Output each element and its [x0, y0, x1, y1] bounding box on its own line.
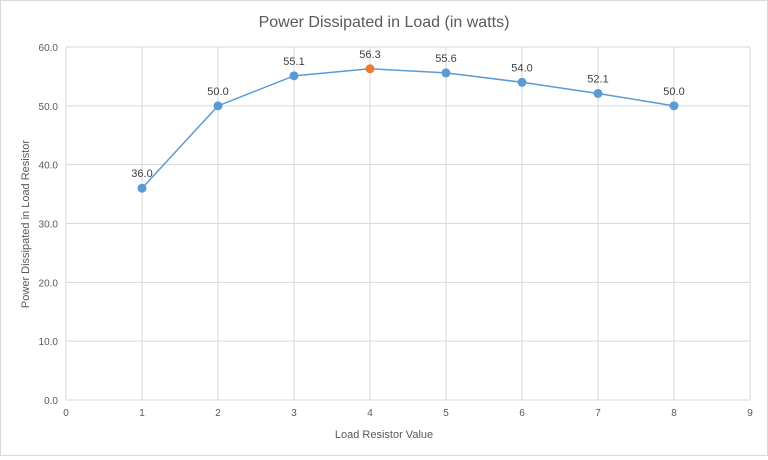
y-tick-label: 50.0: [39, 102, 59, 113]
data-point: [517, 77, 527, 87]
x-tick-label: 3: [291, 408, 297, 419]
data-point: [669, 101, 679, 111]
x-tick-label: 5: [443, 408, 449, 419]
x-axis-label: Load Resistor Value: [335, 429, 433, 441]
data-label: 56.3: [359, 49, 380, 61]
series-line: [141, 68, 675, 189]
data-point: [441, 68, 451, 78]
y-tick-label: 60.0: [39, 43, 59, 54]
y-tick-label: 0.0: [44, 396, 58, 407]
y-tick-label: 20.0: [39, 278, 59, 289]
x-tick-label: 4: [367, 408, 373, 419]
y-axis-label: Power Dissipated in Load Resistor: [20, 140, 32, 308]
data-point: [365, 64, 375, 74]
data-label: 55.1: [283, 56, 304, 68]
x-tick-label: 2: [215, 408, 221, 419]
data-point: [593, 88, 603, 98]
y-tick-label: 40.0: [39, 161, 59, 172]
data-point: [137, 183, 147, 193]
data-label: 55.6: [435, 53, 456, 65]
chart-title: Power Dissipated in Load (in watts): [259, 14, 510, 31]
x-tick-label: 1: [139, 408, 145, 419]
y-tick-label: 10.0: [39, 337, 59, 348]
x-tick-label: 9: [747, 408, 753, 419]
data-label: 36.0: [131, 168, 152, 180]
data-label: 50.0: [207, 86, 228, 98]
data-label: 54.0: [511, 62, 532, 74]
data-point: [213, 101, 223, 111]
data-label: 50.0: [663, 86, 684, 98]
x-tick-label: 0: [63, 408, 69, 419]
data-point: [289, 71, 299, 81]
x-tick-label: 8: [671, 408, 677, 419]
x-tick-label: 7: [595, 408, 601, 419]
data-label: 52.1: [587, 73, 608, 85]
y-tick-label: 30.0: [39, 220, 59, 231]
x-tick-label: 6: [519, 408, 525, 419]
